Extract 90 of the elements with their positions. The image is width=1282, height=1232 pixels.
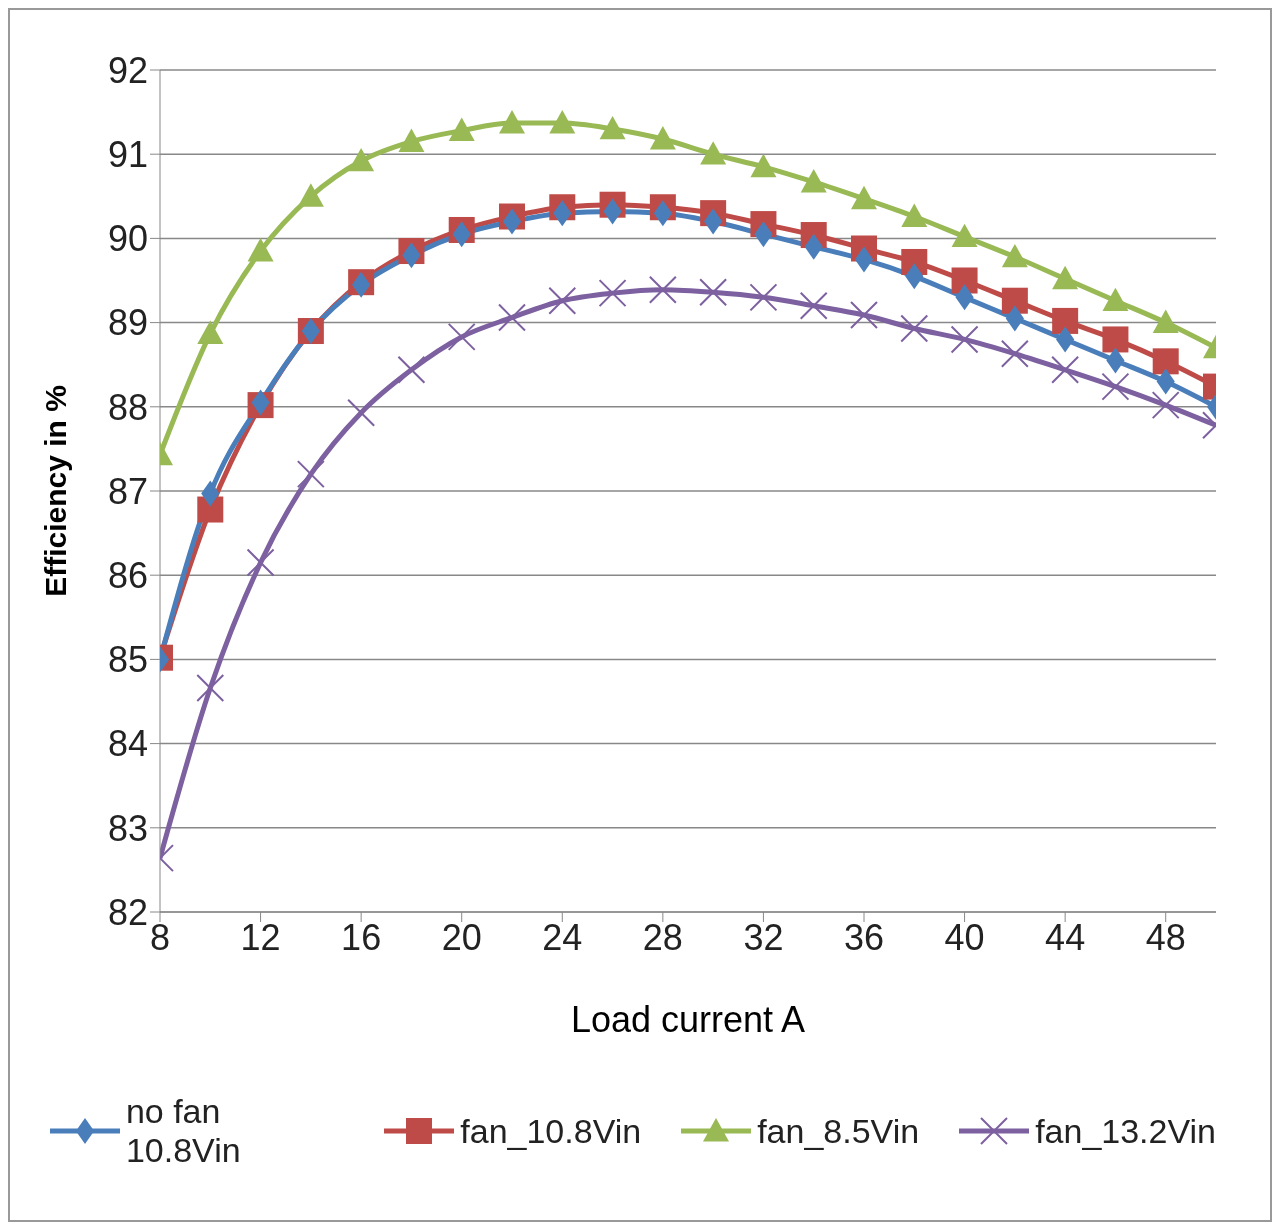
point: [1101, 372, 1130, 401]
y-tick-label: 86: [107, 554, 148, 596]
point: [1052, 307, 1079, 334]
point: [447, 322, 476, 351]
point: [900, 314, 929, 343]
y-tick-label: 91: [107, 133, 148, 175]
x-tick-label: 44: [1045, 916, 1086, 958]
point: [1152, 348, 1179, 375]
point: [800, 168, 827, 193]
y-tick-label: 82: [107, 891, 148, 933]
point: [1052, 265, 1079, 290]
point: [246, 548, 275, 577]
y-tick-label: 84: [107, 723, 148, 765]
x-tick-label: 24: [542, 916, 583, 958]
x-tick-label: 12: [240, 916, 281, 958]
point: [1106, 347, 1125, 374]
point: [648, 275, 677, 304]
point: [452, 221, 471, 248]
point: [1051, 355, 1080, 384]
y-tick-label: 89: [107, 302, 148, 344]
point: [247, 238, 274, 262]
point: [347, 398, 376, 427]
point: [502, 208, 522, 235]
point: [1056, 326, 1075, 353]
point: [348, 147, 375, 172]
x-tick-label: 48: [1145, 916, 1186, 958]
point: [498, 303, 526, 332]
legend-label: fan_10.8Vin: [460, 1111, 642, 1151]
point: [398, 128, 425, 152]
x-tick-label: 40: [944, 916, 985, 958]
point: [905, 263, 924, 290]
x-axis-title: Load current A: [570, 999, 806, 1040]
point: [950, 325, 979, 354]
y-tick-label: 87: [107, 470, 148, 512]
point: [799, 291, 828, 320]
y-tick-label: 85: [107, 639, 148, 681]
x-tick-label: 20: [441, 916, 482, 958]
point: [598, 279, 627, 308]
point: [201, 480, 220, 507]
y-axis-title: Efficiency in %: [38, 385, 72, 597]
x-tick-label: 36: [843, 916, 885, 958]
point: [1001, 287, 1028, 314]
point: [1102, 287, 1129, 312]
point: [901, 203, 928, 227]
point: [704, 208, 723, 235]
point: [851, 185, 877, 210]
point: [1005, 305, 1024, 332]
y-tick-label: 90: [107, 218, 148, 260]
point: [951, 223, 978, 248]
point: [197, 320, 224, 344]
point: [1156, 368, 1175, 395]
point: [749, 283, 778, 312]
point: [499, 110, 525, 134]
point: [854, 246, 874, 273]
point: [297, 183, 324, 207]
legend-label: fan_13.2Vin: [1035, 1111, 1216, 1151]
point: [1151, 391, 1180, 420]
x-tick-label: 8: [149, 916, 171, 958]
y-tick-label: 92: [107, 49, 148, 91]
y-tick-label: 83: [107, 807, 148, 849]
point: [700, 141, 727, 165]
point: [754, 221, 773, 248]
x-tick-label: 16: [341, 916, 382, 958]
point: [649, 126, 676, 150]
point: [1001, 243, 1028, 268]
point: [553, 200, 572, 227]
point: [448, 117, 475, 142]
y-tick-label: 88: [107, 386, 148, 428]
legend-label: no fan 10.8Vin: [125, 1092, 242, 1170]
point: [1102, 326, 1129, 353]
point: [196, 674, 225, 703]
point: [699, 278, 728, 307]
point: [397, 355, 426, 384]
point: [296, 460, 325, 489]
point: [850, 301, 878, 330]
point: [197, 496, 224, 523]
legend-label: fan_8.5Vin: [757, 1111, 920, 1151]
point: [1152, 309, 1179, 333]
x-tick-label: 28: [642, 916, 683, 958]
point: [653, 200, 672, 227]
point: [548, 286, 577, 315]
point: [599, 115, 626, 140]
point: [804, 233, 823, 260]
point: [750, 153, 777, 178]
point: [955, 284, 974, 311]
x-tick-label: 32: [743, 916, 784, 958]
point: [549, 110, 576, 134]
point: [603, 198, 622, 225]
point: [1000, 339, 1029, 368]
point: [951, 267, 978, 294]
